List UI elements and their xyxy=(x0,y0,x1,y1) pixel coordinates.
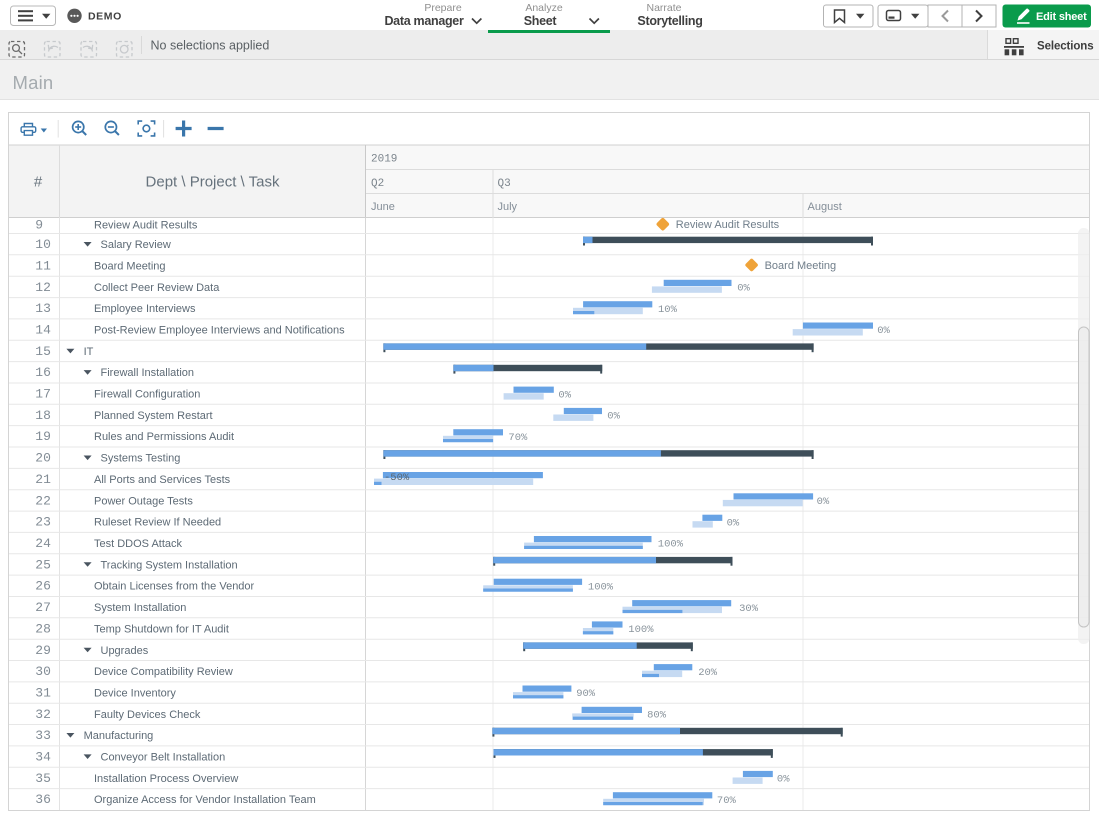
svg-text:100%: 100% xyxy=(588,581,614,593)
svg-text:21: 21 xyxy=(35,472,51,487)
svg-text:34: 34 xyxy=(35,750,51,765)
svg-text:Selections: Selections xyxy=(1037,41,1094,53)
svg-text:Ruleset Review If Needed: Ruleset Review If Needed xyxy=(94,517,221,529)
svg-text:Review Audit Results: Review Audit Results xyxy=(94,220,198,232)
svg-text:Post-Review Employee Interview: Post-Review Employee Interviews and Noti… xyxy=(94,325,345,337)
svg-text:Manufacturing: Manufacturing xyxy=(84,730,154,742)
svg-text:Edit sheet: Edit sheet xyxy=(1036,11,1087,23)
svg-text:2019: 2019 xyxy=(371,154,397,166)
svg-text:12: 12 xyxy=(35,280,51,295)
svg-text:Data manager: Data manager xyxy=(384,14,464,28)
svg-text:System Installation: System Installation xyxy=(94,602,186,614)
svg-text:Narrate: Narrate xyxy=(646,2,681,14)
svg-text:Test DDOS Attack: Test DDOS Attack xyxy=(94,538,183,550)
svg-text:30: 30 xyxy=(35,664,51,679)
svg-text:July: July xyxy=(498,201,518,213)
svg-text:32: 32 xyxy=(35,707,51,722)
svg-text:0%: 0% xyxy=(727,517,740,529)
svg-text:90%: 90% xyxy=(576,688,596,700)
svg-text:Obtain Licenses from the Vendo: Obtain Licenses from the Vendor xyxy=(94,581,255,593)
svg-text:26: 26 xyxy=(35,579,51,594)
svg-text:20%: 20% xyxy=(698,667,718,679)
svg-text:70%: 70% xyxy=(717,795,737,807)
svg-text:0%: 0% xyxy=(777,774,790,786)
svg-text:30%: 30% xyxy=(739,603,759,615)
svg-text:DEMO: DEMO xyxy=(88,11,122,23)
svg-text:100%: 100% xyxy=(628,624,654,636)
svg-text:Firewall Configuration: Firewall Configuration xyxy=(94,389,200,401)
svg-text:June: June xyxy=(371,201,395,213)
svg-text:Upgrades: Upgrades xyxy=(101,645,149,657)
svg-text:20: 20 xyxy=(35,451,51,466)
svg-text:70%: 70% xyxy=(508,432,528,444)
svg-text:31: 31 xyxy=(35,686,51,701)
svg-text:9: 9 xyxy=(35,218,43,233)
svg-text:Dept \ Project \ Task: Dept \ Project \ Task xyxy=(146,174,280,191)
svg-text:23: 23 xyxy=(35,515,51,530)
svg-text:Device Inventory: Device Inventory xyxy=(94,688,176,700)
svg-text:#: # xyxy=(34,174,43,191)
svg-text:27: 27 xyxy=(35,600,51,615)
svg-text:Storytelling: Storytelling xyxy=(637,14,702,28)
svg-text:Board Meeting: Board Meeting xyxy=(765,260,837,272)
svg-text:Q3: Q3 xyxy=(498,178,511,190)
svg-text:August: August xyxy=(808,201,842,213)
svg-text:Conveyor Belt Installation: Conveyor Belt Installation xyxy=(101,752,226,764)
svg-text:13: 13 xyxy=(35,301,51,316)
svg-text:Employee Interviews: Employee Interviews xyxy=(94,303,196,315)
svg-text:15: 15 xyxy=(35,344,51,359)
svg-text:17: 17 xyxy=(35,387,51,402)
svg-text:IT: IT xyxy=(84,346,94,358)
svg-text:22: 22 xyxy=(35,493,51,508)
svg-text:Q2: Q2 xyxy=(371,178,384,190)
svg-text:80%: 80% xyxy=(647,710,667,722)
svg-text:-50%: -50% xyxy=(384,472,410,484)
svg-text:Rules and Permissions Audit: Rules and Permissions Audit xyxy=(94,431,234,443)
svg-text:24: 24 xyxy=(35,536,51,551)
svg-text:Installation Process Overview: Installation Process Overview xyxy=(94,773,238,785)
svg-text:33: 33 xyxy=(35,728,51,743)
svg-text:All Ports and Services Tests: All Ports and Services Tests xyxy=(94,474,231,486)
svg-text:10: 10 xyxy=(35,237,51,252)
svg-text:0%: 0% xyxy=(877,325,890,337)
svg-text:14: 14 xyxy=(35,323,51,338)
svg-text:25: 25 xyxy=(35,557,51,572)
svg-text:Tracking System Installation: Tracking System Installation xyxy=(101,559,238,571)
svg-text:0%: 0% xyxy=(817,496,830,508)
svg-text:No selections applied: No selections applied xyxy=(151,39,270,53)
svg-text:11: 11 xyxy=(35,258,51,273)
svg-text:Planned System Restart: Planned System Restart xyxy=(94,410,213,422)
svg-text:36: 36 xyxy=(35,792,51,807)
svg-text:Prepare: Prepare xyxy=(424,2,462,14)
svg-text:Temp Shutdown for IT Audit: Temp Shutdown for IT Audit xyxy=(94,623,229,635)
svg-text:0%: 0% xyxy=(737,283,750,295)
svg-text:10%: 10% xyxy=(658,304,678,316)
svg-text:0%: 0% xyxy=(607,411,620,423)
svg-text:0%: 0% xyxy=(558,389,571,401)
svg-text:Faulty Devices Check: Faulty Devices Check xyxy=(94,709,201,721)
svg-text:Power Outage Tests: Power Outage Tests xyxy=(94,495,193,507)
svg-text:35: 35 xyxy=(35,771,51,786)
svg-text:Salary Review: Salary Review xyxy=(101,239,171,251)
svg-text:Review Audit Results: Review Audit Results xyxy=(676,219,780,231)
svg-text:29: 29 xyxy=(35,643,51,658)
svg-text:Collect Peer Review Data: Collect Peer Review Data xyxy=(94,282,220,294)
svg-text:28: 28 xyxy=(35,621,51,636)
svg-text:16: 16 xyxy=(35,365,51,380)
svg-text:18: 18 xyxy=(35,408,51,423)
svg-text:Sheet: Sheet xyxy=(524,14,558,28)
svg-text:Organize Access for Vendor Ins: Organize Access for Vendor Installation … xyxy=(94,794,316,806)
svg-text:100%: 100% xyxy=(658,539,684,551)
svg-text:Board Meeting: Board Meeting xyxy=(94,260,166,272)
svg-text:Device Compatibility Review: Device Compatibility Review xyxy=(94,666,233,678)
svg-text:19: 19 xyxy=(35,429,51,444)
svg-text:Firewall Installation: Firewall Installation xyxy=(101,367,195,379)
svg-text:Analyze: Analyze xyxy=(525,2,563,14)
svg-text:Systems Testing: Systems Testing xyxy=(101,453,181,465)
